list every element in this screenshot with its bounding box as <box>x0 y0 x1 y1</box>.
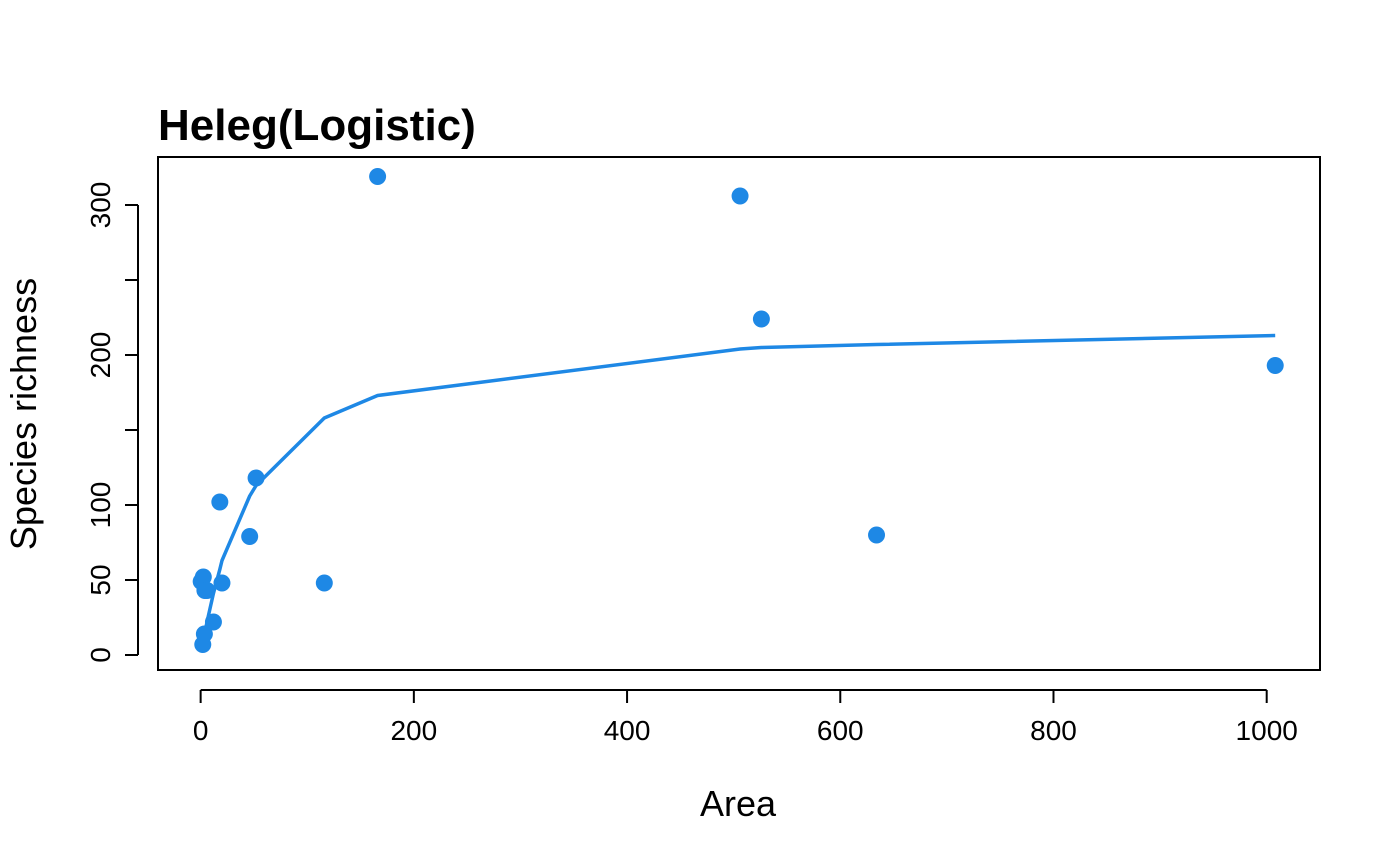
x-tick-label: 800 <box>1030 715 1077 746</box>
x-tick-label: 400 <box>604 715 651 746</box>
y-tick-label: 100 <box>85 482 116 529</box>
y-tick-label: 200 <box>85 332 116 379</box>
y-axis: 0 50 100 200 300 <box>85 182 139 663</box>
data-points <box>192 168 1284 653</box>
x-tick-label: 0 <box>193 715 209 746</box>
plot-frame <box>157 156 1321 671</box>
data-point <box>247 469 265 487</box>
data-point <box>241 528 259 545</box>
data-point <box>1266 357 1284 374</box>
x-axis-label: Area <box>700 783 777 824</box>
x-axis: 0 200 400 600 800 1000 <box>193 689 1298 746</box>
data-point <box>204 613 222 631</box>
data-point <box>731 187 749 205</box>
data-point <box>211 493 229 511</box>
x-tick-label: 200 <box>390 715 437 746</box>
fit-line <box>199 333 1276 650</box>
data-point <box>868 526 886 544</box>
data-point <box>198 582 216 599</box>
y-tick-label: 0 <box>85 647 116 663</box>
y-tick-label: 300 <box>85 182 116 229</box>
data-point <box>195 625 213 643</box>
y-tick-label: 50 <box>85 564 116 595</box>
data-point <box>213 574 231 592</box>
chart-title: Heleg(Logistic) <box>158 101 476 150</box>
data-point <box>315 574 333 592</box>
y-axis-label: Species richness <box>3 278 44 550</box>
x-tick-label: 1000 <box>1236 715 1298 746</box>
data-point <box>752 310 770 328</box>
data-point <box>369 168 387 185</box>
data-point <box>194 568 212 586</box>
fit-curve <box>199 333 1276 650</box>
x-tick-label: 600 <box>817 715 864 746</box>
